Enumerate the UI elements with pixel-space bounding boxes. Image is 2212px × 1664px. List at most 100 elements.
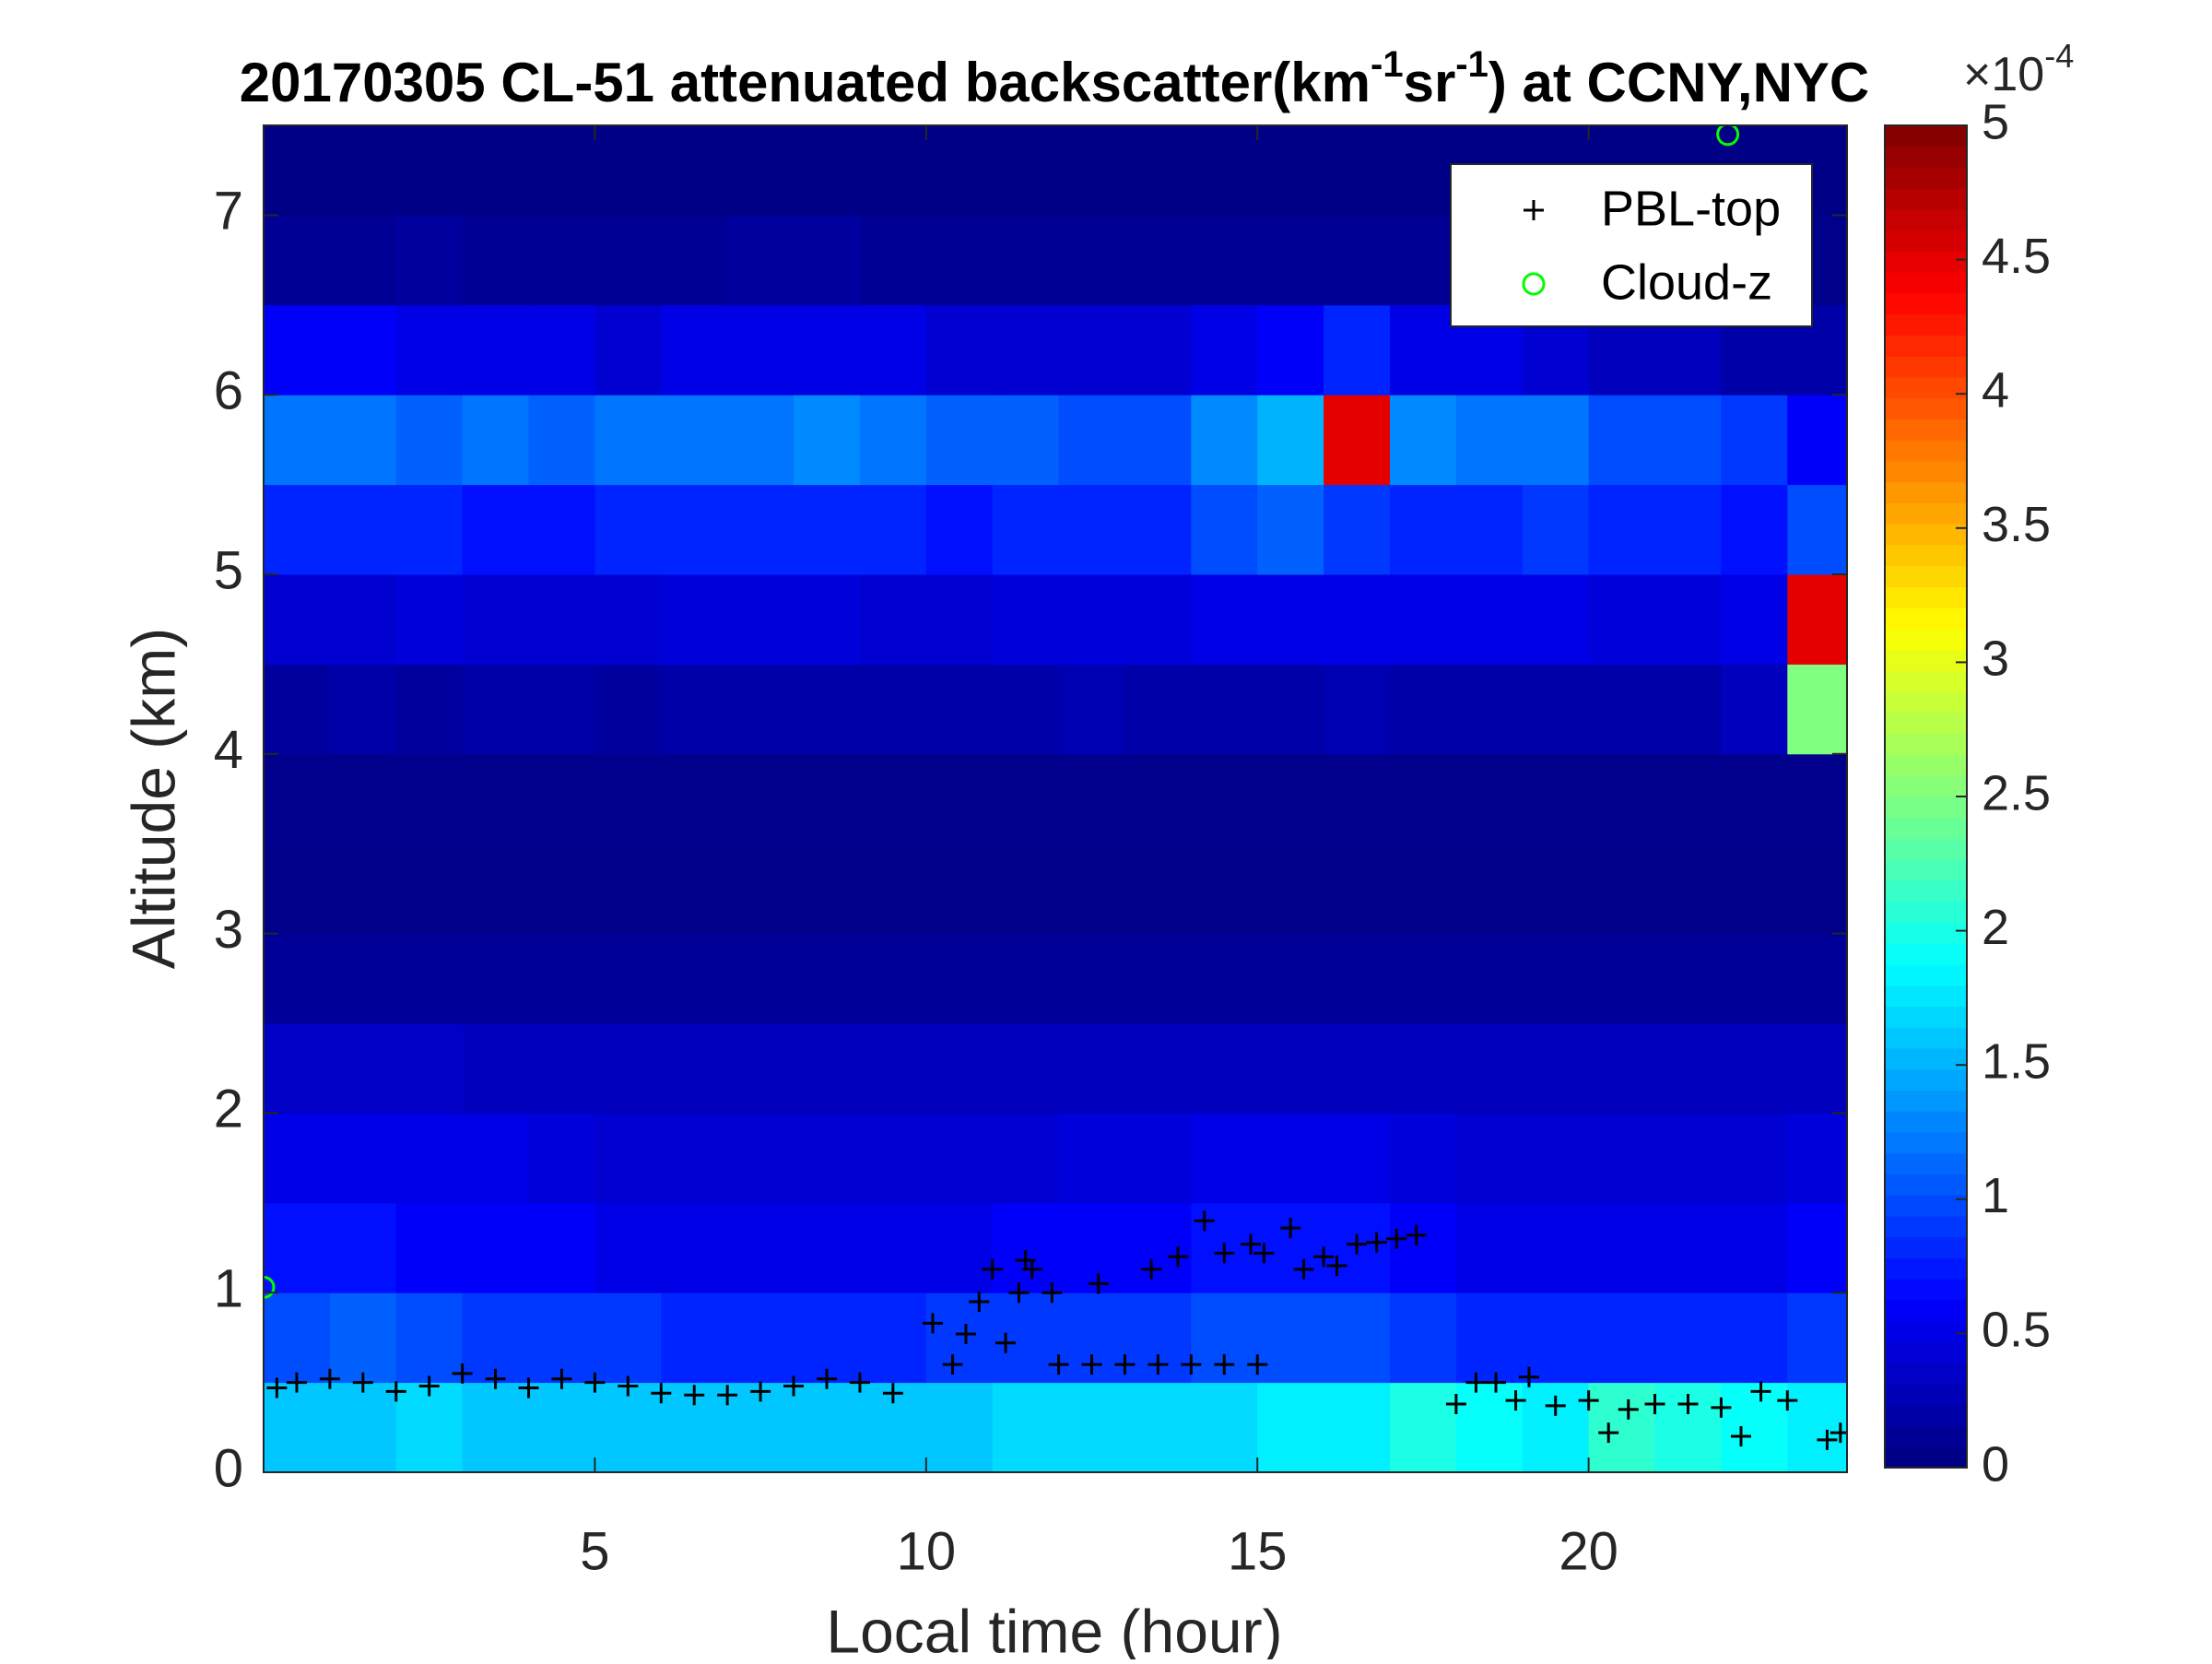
- pbl-marker: [1347, 1233, 1368, 1255]
- pbl-marker: [783, 1375, 805, 1397]
- heat-cell: [1787, 484, 1847, 575]
- colorbar-tick-label: 2.5: [1982, 765, 2051, 820]
- heat-cell: [1654, 395, 1722, 486]
- heat-cell: [594, 215, 662, 306]
- heat-cell: [1654, 664, 1722, 755]
- colorbar-swatch: [1885, 481, 1967, 503]
- heat-cell: [1191, 844, 1258, 935]
- heat-cell: [462, 574, 530, 665]
- colorbar-swatch: [1885, 356, 1967, 378]
- heat-cell: [1588, 1113, 1656, 1204]
- heat-cell: [594, 304, 662, 395]
- heat-cell: [794, 664, 861, 755]
- heat-cell: [992, 304, 1060, 395]
- heat-cell: [1787, 1382, 1847, 1472]
- heat-cell: [462, 484, 530, 575]
- heat-cell: [992, 1113, 1060, 1204]
- heat-cell: [1124, 1023, 1192, 1114]
- heat-cell: [1324, 1113, 1391, 1204]
- heat-cell: [462, 395, 530, 486]
- colorbar-swatch: [1885, 1111, 1967, 1133]
- pbl-marker: [1214, 1354, 1235, 1375]
- y-tick-label: 5: [214, 540, 243, 600]
- heat-cell: [329, 1202, 397, 1293]
- heat-cell: [395, 1202, 464, 1293]
- pbl-marker: [1518, 1366, 1539, 1387]
- heat-cell: [1787, 1292, 1847, 1384]
- pbl-marker: [817, 1368, 838, 1389]
- colorbar-swatch: [1885, 1257, 1967, 1280]
- heat-cell: [794, 304, 861, 395]
- heat-cell: [1654, 1113, 1722, 1204]
- colorbar-swatch: [1885, 377, 1967, 399]
- pbl-marker: [1021, 1258, 1042, 1280]
- heat-cell: [925, 1113, 994, 1204]
- colorbar-swatch: [1885, 691, 1967, 714]
- heat-cell: [1324, 484, 1391, 575]
- x-axis-label: Local time (hour): [826, 1597, 1282, 1659]
- heat-cell: [1588, 1023, 1656, 1114]
- heat-cell: [859, 304, 927, 395]
- heat-cell: [594, 484, 662, 575]
- heat-cell: [1257, 1292, 1324, 1384]
- heat-cell: [264, 215, 331, 306]
- heat-cell: [992, 664, 1060, 755]
- heat-cell: [462, 844, 530, 935]
- legend-label: PBL-top: [1601, 181, 1781, 236]
- heat-cell: [859, 1113, 927, 1204]
- heat-cell: [661, 125, 728, 216]
- pbl-marker: [1750, 1381, 1771, 1402]
- colorbar-tick-label: 3.5: [1982, 497, 2051, 552]
- heat-cell: [1257, 215, 1324, 306]
- heat-cell: [1124, 1113, 1192, 1204]
- heat-cell: [1058, 1113, 1125, 1204]
- heat-cell: [794, 484, 861, 575]
- pbl-marker: [1578, 1390, 1599, 1411]
- colorbar-swatch: [1885, 335, 1967, 357]
- pbl-marker: [266, 1377, 288, 1398]
- pbl-marker: [1081, 1354, 1102, 1375]
- heat-cell: [661, 215, 728, 306]
- superscript: -4: [2044, 37, 2074, 75]
- colorbar-swatch: [1885, 146, 1967, 168]
- heat-cell: [992, 574, 1060, 665]
- colorbar-swatch: [1885, 670, 1967, 692]
- heat-cell: [1787, 753, 1847, 844]
- y-tick-label: 7: [214, 182, 243, 242]
- heat-cell: [594, 125, 662, 216]
- pbl-marker: [485, 1368, 506, 1389]
- colorbar-swatch: [1885, 293, 1967, 315]
- heat-cell: [395, 574, 464, 665]
- colorbar-swatch: [1885, 964, 1967, 986]
- heat-cell: [1588, 1382, 1656, 1472]
- heat-cell: [1455, 1382, 1524, 1472]
- heat-cell: [925, 574, 994, 665]
- chart-title: 20170305 CL-51 attenuated backscatter(km…: [240, 44, 1870, 113]
- heat-cell: [1191, 395, 1258, 486]
- heat-cell: [925, 1382, 994, 1472]
- pbl-marker: [1241, 1233, 1262, 1255]
- pbl-marker: [1048, 1354, 1069, 1375]
- colorbar-swatch: [1885, 1446, 1967, 1469]
- heat-cell: [329, 664, 397, 755]
- heat-cell: [329, 215, 397, 306]
- colorbar-tick-label: 4: [1982, 362, 2009, 418]
- heat-cell: [1455, 1113, 1524, 1204]
- heat-cell: [594, 574, 662, 665]
- heat-cell: [1721, 1292, 1788, 1384]
- axes-box: [263, 124, 1848, 1473]
- heat-cell: [727, 574, 794, 665]
- colorbar-swatch: [1885, 1195, 1967, 1217]
- colorbar-swatch: [1885, 817, 1967, 839]
- heat-cell: [528, 844, 595, 935]
- pbl-marker: [518, 1377, 539, 1398]
- heat-cell: [1191, 304, 1258, 395]
- heat-cell: [1324, 304, 1391, 395]
- heat-cell: [1390, 395, 1457, 486]
- y-tick-label: 2: [214, 1080, 243, 1139]
- heat-cell: [992, 844, 1060, 935]
- heat-cell: [1654, 574, 1722, 665]
- heat-cell: [1257, 125, 1324, 216]
- pbl-marker: [1247, 1354, 1268, 1375]
- heat-cell: [1257, 844, 1324, 935]
